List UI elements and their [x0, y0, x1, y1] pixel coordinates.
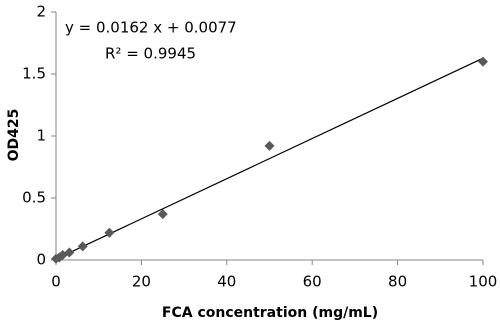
data-point [104, 227, 115, 238]
x-tick-label: 0 [51, 273, 61, 291]
data-point [64, 247, 75, 258]
data-point [157, 209, 168, 220]
trendline-r2: R² = 0.9945 [105, 45, 196, 63]
trendline-equation: y = 0.0162 x + 0.0077 [65, 19, 237, 37]
y-tick-label: 0.5 [22, 189, 46, 207]
x-tick-label: 100 [469, 273, 498, 291]
data-point [478, 56, 488, 67]
y-tick-label: 2 [36, 3, 46, 21]
x-tick-label: 80 [388, 273, 407, 291]
x-axis-label: FCA concentration (mg/mL) [162, 305, 378, 321]
trendline [55, 57, 484, 260]
x-tick-label: 60 [303, 273, 322, 291]
y-tick-label: 1 [36, 127, 46, 145]
x-tick-label: 40 [217, 273, 236, 291]
data-point [264, 140, 275, 151]
y-tick-label: 1.5 [22, 65, 46, 83]
x-tick-label: 20 [132, 273, 151, 291]
y-tick-label: 0 [36, 251, 46, 269]
data-point [77, 241, 88, 252]
y-axis-label: OD425 [6, 109, 22, 162]
